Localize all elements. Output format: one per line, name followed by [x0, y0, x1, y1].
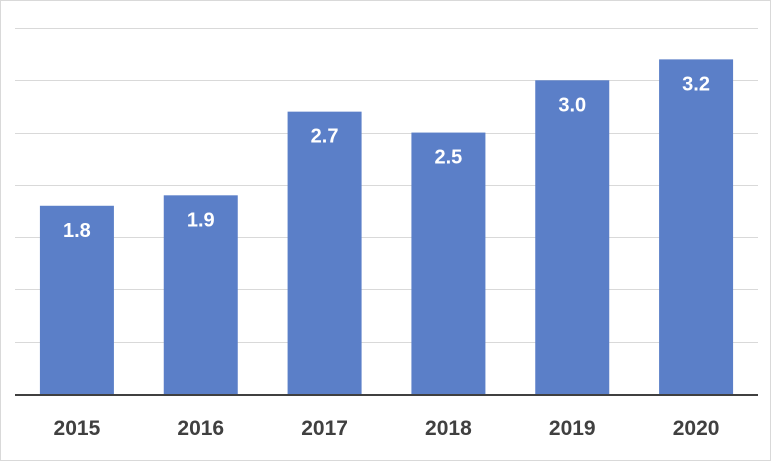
bar-2018: [411, 132, 486, 395]
x-tick-labels: 2015 2016 2017 2018 2019 2020: [54, 417, 720, 440]
data-label-2016: 1.9: [187, 209, 215, 231]
bar-2015: [39, 205, 114, 394]
x-tick-label-2017: 2017: [301, 417, 348, 440]
data-label-2015: 1.8: [63, 220, 91, 242]
x-tick-label-2019: 2019: [549, 417, 596, 440]
x-tick-label-2016: 2016: [177, 417, 224, 440]
data-label-2019: 3.0: [558, 94, 586, 116]
bars: [39, 59, 734, 395]
bar-2020: [659, 59, 734, 394]
gridlines: [15, 28, 758, 343]
x-tick-label-2018: 2018: [425, 417, 472, 440]
bar-2017: [287, 111, 362, 395]
data-labels: 1.8 1.9 2.7 2.5 3.0 3.2: [63, 73, 710, 241]
x-tick-label-2020: 2020: [673, 417, 720, 440]
x-tick-label-2015: 2015: [54, 417, 101, 440]
bar-2019: [535, 80, 610, 395]
data-label-2017: 2.7: [311, 126, 339, 148]
bar-2016: [163, 195, 238, 394]
data-label-2018: 2.5: [435, 147, 463, 169]
data-label-2020: 3.2: [682, 73, 710, 95]
